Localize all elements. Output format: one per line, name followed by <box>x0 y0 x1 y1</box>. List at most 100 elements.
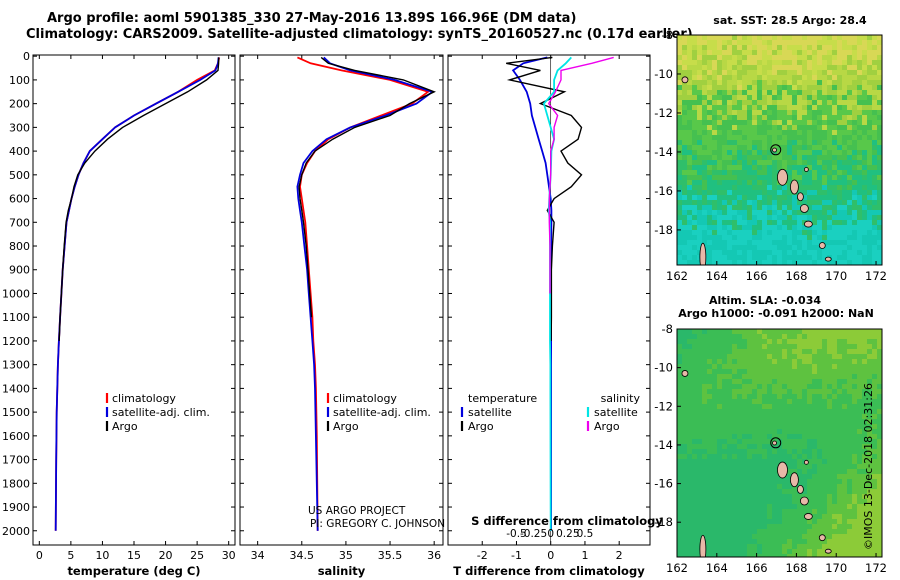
sal-diff-tick-label: -0.5 <box>506 528 527 540</box>
plot-frame <box>239 54 444 546</box>
island <box>777 168 788 186</box>
sal-diff-tick-label: 0 <box>547 528 554 540</box>
x-tick-label: 20 <box>159 549 173 562</box>
map-frame <box>676 328 883 558</box>
depth-tick-label: 1600 <box>2 430 30 443</box>
lat-tick-label: -12 <box>654 399 673 413</box>
x-tick-label: 0 <box>547 549 554 562</box>
island <box>803 459 809 465</box>
lon-tick-label: 166 <box>746 269 768 283</box>
sal-diff-tick-label: -0.25 <box>520 528 547 540</box>
depth-tick-label: 1900 <box>2 501 30 514</box>
lat-tick-label: -12 <box>654 106 673 120</box>
map-field <box>677 35 882 265</box>
panel-temperature-profile: 0100200300400500600700800900100011001200… <box>2 50 236 578</box>
depth-tick-label: 200 <box>9 98 30 111</box>
lon-tick-label: 162 <box>666 269 688 283</box>
lat-tick-label: -10 <box>654 67 673 81</box>
x-tick-label: 35 <box>339 549 353 562</box>
lat-tick-label: -18 <box>654 223 673 237</box>
island <box>818 242 826 249</box>
legend-label: satellite <box>468 406 512 419</box>
x-tick-label: 1 <box>581 549 588 562</box>
depth-tick-label: 900 <box>9 264 30 277</box>
x-axis-label: salinity <box>318 564 366 578</box>
depth-tick-label: 1500 <box>2 406 30 419</box>
series-argo <box>298 56 436 318</box>
island <box>799 496 809 506</box>
lon-tick-label: 168 <box>785 269 807 283</box>
sst-map-title: sat. SST: 28.5 Argo: 28.4 <box>713 14 867 27</box>
lon-tick-label: 172 <box>865 269 887 283</box>
depth-tick-label: 1100 <box>2 311 30 324</box>
lon-tick-label: 172 <box>865 561 887 575</box>
lat-tick-label: -8 <box>662 322 673 336</box>
sal-diff-tick-label: 0.5 <box>577 528 594 540</box>
map-frame <box>676 34 883 266</box>
x-tick-label: 34.5 <box>290 549 315 562</box>
x-tick-label: -2 <box>477 549 488 562</box>
series-climatology <box>54 57 221 531</box>
lat-tick-label: -10 <box>654 361 673 375</box>
series-argo <box>58 57 220 341</box>
panel-difference-profile: -2 -1 0 1 2 T difference from climatology -0.5… <box>447 54 663 578</box>
depth-tick-label: 1800 <box>2 477 30 490</box>
float-marker <box>770 437 782 449</box>
depth-tick-label: 800 <box>9 240 30 253</box>
legend-heading: temperature <box>468 392 537 405</box>
legend-label: Argo <box>468 420 494 433</box>
island <box>681 76 689 84</box>
island <box>818 534 826 542</box>
lon-tick-label: 170 <box>825 269 847 283</box>
depth-tick-label: 0 <box>23 50 30 63</box>
legend-label: satellite <box>594 406 638 419</box>
x-tick-label: 0 <box>36 549 43 562</box>
float-marker <box>770 144 782 156</box>
lat-tick-label: -16 <box>654 184 673 198</box>
legend-label: satellite-adj. clim. <box>112 406 210 419</box>
legend-label: Argo <box>333 420 359 433</box>
island <box>803 220 813 228</box>
island <box>796 192 804 202</box>
island <box>799 204 809 213</box>
lon-tick-label: 168 <box>785 561 807 575</box>
x-tick-label: 34 <box>251 549 265 562</box>
depth-tick-label: 1400 <box>2 382 30 395</box>
island <box>796 484 804 494</box>
lon-tick-label: 164 <box>706 561 728 575</box>
depth-tick-label: 1700 <box>2 454 30 467</box>
map-sst-map: 162 164 166 168 170 172 -8 -10 -12 -14 -16 -18 <box>654 28 887 283</box>
credit-project: US ARGO PROJECT <box>308 505 406 517</box>
imos-timestamp: ©IMOS 13-Dec-2018 02:31:26 <box>862 383 875 550</box>
credit-pi: PI: GREGORY C. JOHNSON <box>310 518 446 530</box>
island <box>699 534 707 557</box>
island <box>681 370 689 377</box>
map-sla-map: 162 164 166 168 170 172 -8 -10 -12 -14 -16 -18 <box>654 322 887 575</box>
depth-tick-label: 700 <box>9 216 30 229</box>
x-tick-label: 25 <box>190 549 204 562</box>
depth-tick-label: 1200 <box>2 335 30 348</box>
legend-label: satellite-adj. clim. <box>333 406 431 419</box>
island <box>772 147 777 153</box>
x-tick-label: -1 <box>511 549 522 562</box>
legend-label: Argo <box>594 420 620 433</box>
island <box>803 513 813 520</box>
lat-tick-label: -14 <box>654 438 673 452</box>
depth-tick-label: 600 <box>9 193 30 206</box>
island <box>777 461 788 479</box>
sal-diff-tick-label: 0.25 <box>556 528 579 540</box>
x-axis-label: temperature (deg C) <box>67 564 200 578</box>
x-axis-label: T difference from climatology <box>453 564 645 578</box>
depth-tick-label: 2000 <box>2 525 30 538</box>
series-temperature-satellite <box>511 56 553 531</box>
legend-label: climatology <box>112 392 176 405</box>
island <box>699 242 707 265</box>
lon-tick-label: 162 <box>666 561 688 575</box>
lat-tick-label: -14 <box>654 145 673 159</box>
lat-tick-label: -18 <box>654 515 673 529</box>
island <box>824 256 832 262</box>
lon-tick-label: 164 <box>706 269 728 283</box>
depth-tick-label: 500 <box>9 169 30 182</box>
